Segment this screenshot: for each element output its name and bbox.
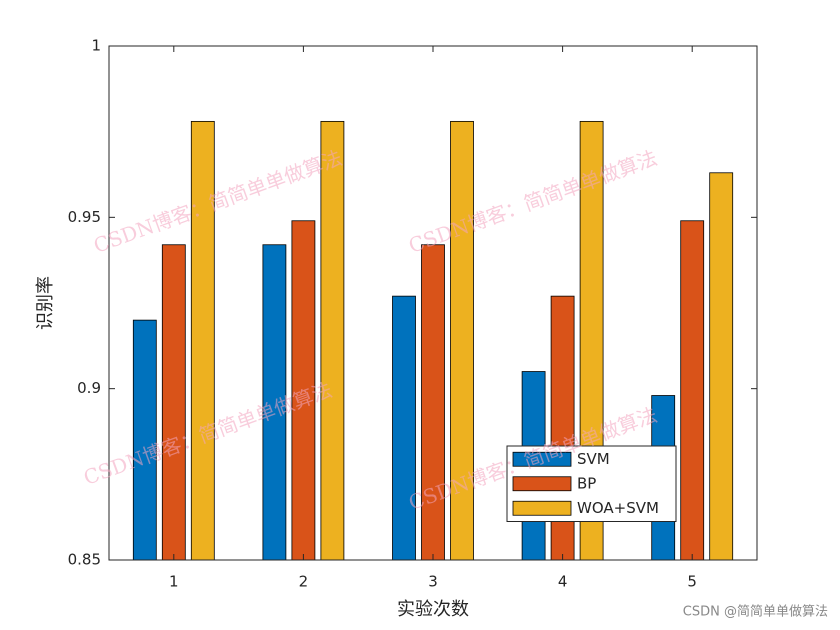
legend-swatch [512, 451, 572, 467]
bar [421, 244, 445, 561]
bar [190, 120, 215, 561]
x-tick-label: 4 [558, 573, 568, 591]
y-tick-label: 0.85 [68, 551, 101, 569]
x-tick-label: 5 [687, 573, 697, 591]
footer: CSDN @简简单单做算法 [683, 604, 828, 620]
bar [320, 120, 345, 561]
bar [680, 220, 705, 561]
bar [161, 244, 186, 561]
y-tick-label: 1 [91, 37, 101, 55]
x-tick-label: 3 [428, 573, 438, 591]
x-tick-label: 2 [299, 573, 309, 591]
bar [392, 295, 416, 561]
legend-swatch [512, 476, 572, 492]
y-tick-label: 0.9 [77, 379, 101, 397]
y-axis-label: 识别率 [35, 276, 56, 330]
legend-label: BP [577, 474, 596, 492]
x-tick-label: 1 [169, 573, 179, 591]
bar [709, 172, 734, 561]
legend-label: SVM [577, 450, 610, 468]
x-axis-label: 实验次数 [397, 599, 469, 620]
legend-swatch [512, 500, 572, 516]
legend-label: WOA+SVM [577, 499, 659, 517]
y-tick-label: 0.95 [68, 208, 101, 226]
